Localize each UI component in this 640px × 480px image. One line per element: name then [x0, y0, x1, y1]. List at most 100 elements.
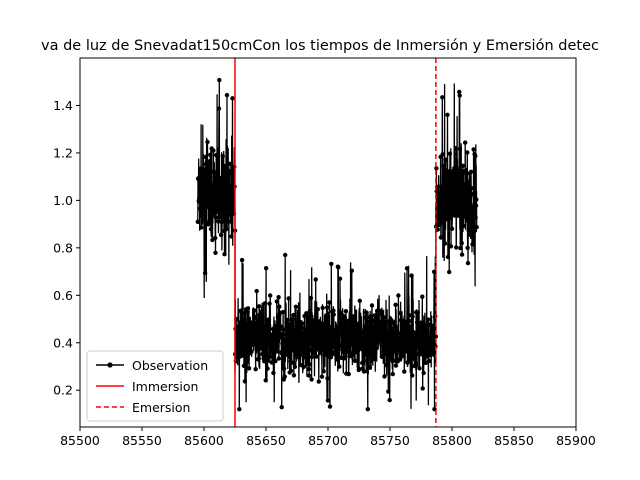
data-point — [230, 96, 235, 101]
data-point — [393, 363, 399, 368]
data-point — [259, 317, 265, 322]
data-point — [392, 349, 397, 354]
data-point — [257, 341, 262, 346]
data-point — [374, 328, 379, 333]
data-point — [440, 152, 445, 157]
data-point — [290, 333, 295, 339]
data-point — [262, 301, 268, 306]
data-point — [336, 333, 342, 338]
data-point — [399, 323, 404, 328]
data-point — [239, 257, 245, 263]
data-point — [210, 182, 216, 188]
data-point — [277, 304, 282, 309]
data-point — [208, 152, 213, 157]
data-point — [271, 370, 276, 376]
data-point — [222, 213, 228, 218]
data-point — [322, 335, 327, 341]
data-point — [299, 325, 304, 330]
data-point — [434, 166, 439, 171]
data-point — [385, 351, 391, 356]
data-point — [259, 345, 264, 351]
data-point — [220, 195, 225, 201]
data-point — [216, 188, 221, 194]
data-point — [211, 211, 217, 216]
data-point — [269, 360, 275, 365]
y-tick-label: 0.6 — [53, 288, 73, 303]
data-point — [300, 321, 305, 326]
data-point — [414, 320, 420, 325]
data-point — [465, 260, 471, 266]
data-point — [207, 168, 212, 174]
data-point — [308, 295, 314, 301]
data-point — [298, 362, 303, 368]
data-point — [416, 345, 421, 350]
data-point — [208, 226, 214, 232]
data-point — [276, 356, 282, 361]
data-point — [382, 374, 387, 379]
data-point — [303, 333, 309, 339]
data-point — [379, 311, 384, 317]
data-point — [381, 315, 387, 320]
data-point — [211, 169, 216, 174]
data-point — [433, 334, 439, 339]
data-point — [267, 354, 273, 359]
data-point — [401, 353, 406, 358]
data-point — [292, 361, 297, 366]
data-point — [346, 371, 351, 377]
data-point — [467, 211, 472, 216]
data-point — [275, 323, 280, 328]
data-point — [375, 308, 380, 313]
data-point — [473, 153, 478, 159]
data-point — [404, 327, 409, 332]
data-point — [293, 345, 298, 350]
data-point — [308, 316, 313, 321]
data-point — [368, 341, 374, 346]
data-point — [358, 339, 363, 344]
data-point — [274, 299, 279, 304]
data-point — [400, 326, 405, 331]
data-point — [336, 347, 341, 352]
y-tick-label: 1.0 — [53, 193, 73, 208]
data-point — [281, 327, 286, 332]
data-point — [337, 364, 342, 369]
data-point — [205, 139, 210, 145]
data-point — [292, 330, 297, 335]
data-point — [214, 152, 219, 158]
data-point — [247, 334, 252, 340]
data-point — [285, 317, 291, 323]
legend: Observation Immersion Emersion — [86, 350, 224, 422]
data-point — [459, 252, 465, 257]
data-point — [249, 349, 254, 354]
data-point — [331, 308, 336, 313]
data-point — [447, 269, 452, 275]
data-point — [316, 379, 321, 384]
data-point — [224, 227, 229, 232]
data-point — [330, 327, 335, 333]
data-point — [374, 345, 379, 351]
data-point — [457, 93, 462, 98]
data-point — [383, 341, 388, 347]
data-point — [265, 342, 270, 347]
data-point — [223, 181, 229, 186]
data-point — [404, 349, 409, 354]
data-point — [473, 203, 479, 208]
data-point — [441, 163, 446, 168]
data-point — [278, 324, 283, 329]
data-point — [266, 327, 271, 332]
x-tick-label: 85850 — [494, 433, 534, 448]
data-point — [206, 222, 211, 227]
data-point — [290, 317, 295, 322]
data-point — [291, 312, 296, 318]
data-point — [313, 335, 318, 340]
data-point — [346, 319, 352, 324]
data-point — [291, 373, 297, 378]
data-point — [331, 312, 336, 317]
data-point — [473, 215, 478, 220]
data-point — [276, 295, 281, 300]
data-point — [369, 303, 375, 308]
data-point — [220, 173, 226, 178]
data-point — [297, 329, 302, 334]
data-point — [237, 324, 243, 329]
data-point — [245, 306, 251, 311]
data-point — [217, 181, 222, 187]
